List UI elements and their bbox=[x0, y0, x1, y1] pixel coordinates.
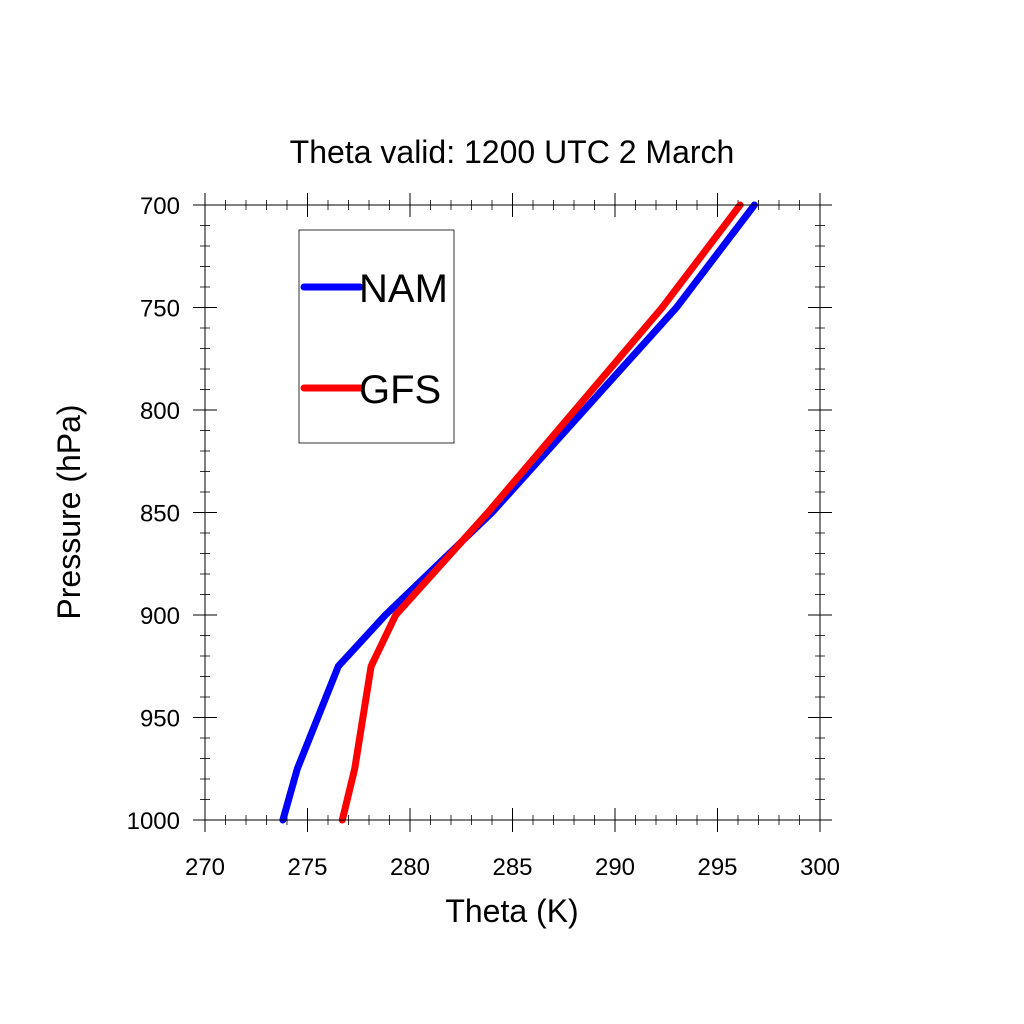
series-layer bbox=[279, 201, 758, 824]
series-line-gfs bbox=[338, 201, 744, 824]
major-ticks bbox=[193, 193, 832, 832]
y-tick-label: 700 bbox=[140, 193, 180, 220]
y-tick-labels: 700 750 800 850 900 950 1000 bbox=[127, 193, 180, 835]
legend-label-gfs: GFS bbox=[359, 368, 441, 412]
y-tick-label: 750 bbox=[140, 296, 180, 323]
x-tick-label: 295 bbox=[697, 854, 737, 881]
y-tick-label: 850 bbox=[140, 501, 180, 528]
legend-box bbox=[298, 229, 455, 444]
legend-label-nam: NAM bbox=[359, 267, 448, 311]
x-tick-label: 275 bbox=[287, 854, 327, 881]
x-axis-label: Theta (K) bbox=[445, 893, 578, 929]
y-tick-label: 900 bbox=[140, 603, 180, 630]
x-tick-label: 300 bbox=[800, 854, 840, 881]
x-tick-label: 290 bbox=[595, 854, 635, 881]
minor-ticks bbox=[200, 200, 825, 825]
legend: NAM GFS bbox=[298, 229, 455, 444]
y-tick-label: 1000 bbox=[127, 808, 180, 835]
plot-frame bbox=[204, 204, 821, 821]
x-tick-labels: 270 275 280 285 290 295 300 bbox=[185, 854, 840, 881]
x-tick-label: 280 bbox=[390, 854, 430, 881]
y-axis-label: Pressure (hPa) bbox=[51, 404, 87, 619]
x-tick-label: 285 bbox=[492, 854, 532, 881]
series-line-nam bbox=[279, 201, 758, 824]
y-tick-label: 950 bbox=[140, 706, 180, 733]
y-tick-label: 800 bbox=[140, 398, 180, 425]
chart-title: Theta valid: 1200 UTC 2 March bbox=[290, 134, 735, 170]
x-tick-label: 270 bbox=[185, 854, 225, 881]
legend-items: NAM GFS bbox=[300, 267, 448, 412]
